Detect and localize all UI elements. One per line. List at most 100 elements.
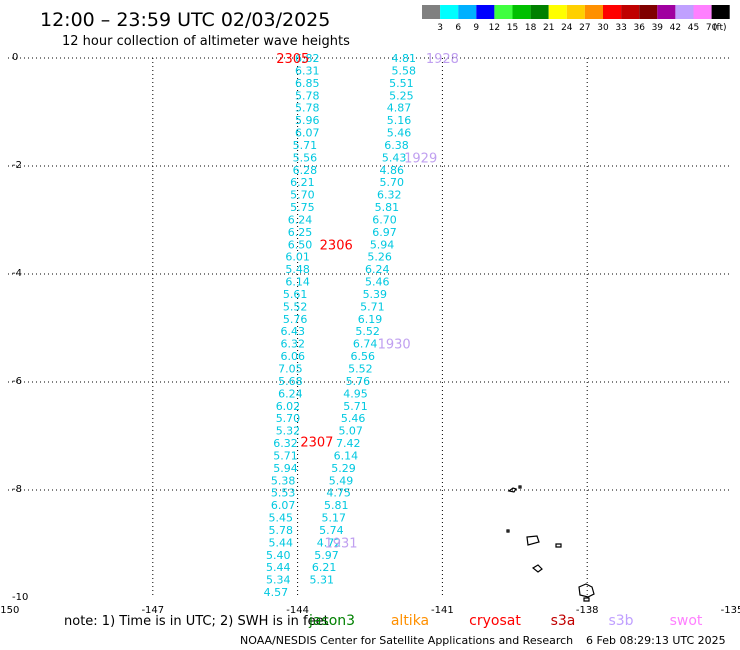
legend-label: 3 bbox=[437, 23, 443, 33]
legend-swatch bbox=[566, 5, 585, 19]
swh-value: 5.49 bbox=[329, 474, 354, 487]
swh-value: 4.86 bbox=[379, 164, 404, 177]
legend-swatch bbox=[639, 5, 658, 19]
swh-value: 6.70 bbox=[372, 213, 397, 226]
legend-label: 39 bbox=[652, 23, 664, 33]
legend-label: 36 bbox=[633, 23, 645, 33]
swh-value: 5.16 bbox=[387, 114, 412, 127]
swh-value: 6.97 bbox=[372, 226, 397, 239]
legend-swatch bbox=[548, 5, 567, 19]
swh-value: 5.76 bbox=[283, 313, 308, 326]
swh-value: 5.31 bbox=[309, 574, 334, 587]
swh-value: 5.78 bbox=[268, 524, 293, 537]
legend-label: 6 bbox=[455, 23, 461, 33]
swh-value: 5.61 bbox=[283, 288, 308, 301]
lon-tick-label: -135 bbox=[721, 605, 740, 616]
swh-value: 5.52 bbox=[283, 300, 308, 313]
swh-value: 5.58 bbox=[392, 64, 417, 77]
lat-tick-label: -6 bbox=[12, 376, 22, 387]
legend-label: 70 bbox=[706, 23, 718, 33]
legend-label: 27 bbox=[579, 23, 590, 33]
pass-time-labels: 2305 2306 2307 1928 1929 1930 1931 bbox=[276, 52, 459, 551]
footer-credit: NOAA/NESDIS Center for Satellite Applica… bbox=[240, 634, 573, 647]
swh-value: 6.06 bbox=[281, 350, 306, 363]
swh-value: 5.51 bbox=[389, 77, 414, 90]
swh-value: 5.71 bbox=[343, 400, 368, 413]
island-shape bbox=[531, 564, 543, 573]
swh-value: 5.52 bbox=[348, 363, 373, 376]
swh-value: 5.76 bbox=[346, 375, 371, 388]
note-text: note: 1) Time is in UTC; 2) SWH is in fe… bbox=[64, 614, 329, 629]
swh-value: 6.24 bbox=[365, 263, 390, 276]
legend-label: 9 bbox=[473, 23, 479, 33]
legend-swatch bbox=[440, 5, 459, 19]
swh-value: 5.32 bbox=[276, 425, 301, 438]
mission-label: jason3 bbox=[308, 613, 355, 629]
legend-unit: (ft) bbox=[713, 23, 727, 33]
swh-value: 5.96 bbox=[295, 114, 320, 127]
lon-tick-label: -144 bbox=[286, 605, 309, 616]
swh-value: 4.75 bbox=[326, 487, 351, 500]
legend-label: 21 bbox=[543, 23, 554, 33]
legend-label: 45 bbox=[688, 23, 699, 33]
pass-time-label: 1930 bbox=[378, 338, 411, 353]
altimeter-tracks: 6.826.316.855.785.785.966.075.715.566.28… bbox=[264, 52, 416, 599]
legend-swatch bbox=[657, 5, 676, 19]
swh-value: 4.81 bbox=[392, 52, 417, 65]
swh-value: 5.53 bbox=[271, 487, 296, 500]
map-grid bbox=[8, 57, 732, 598]
swh-value: 5.29 bbox=[331, 462, 356, 475]
lat-tick-label: -10 bbox=[12, 592, 28, 603]
island-shape bbox=[526, 535, 540, 546]
swh-value: 5.52 bbox=[355, 325, 380, 338]
swh-value: 4.72 bbox=[317, 536, 342, 549]
mission-label: swot bbox=[670, 613, 703, 629]
swh-value: 6.24 bbox=[288, 213, 313, 226]
pass-time-label: 2305 bbox=[276, 52, 309, 67]
island-shape bbox=[518, 485, 522, 489]
swh-value: 6.21 bbox=[290, 176, 315, 189]
swh-value: 6.85 bbox=[295, 77, 320, 90]
pass-time-label: 2306 bbox=[320, 238, 353, 253]
swh-value: 6.82 bbox=[295, 52, 320, 65]
swh-value: 4.87 bbox=[387, 102, 412, 115]
swh-value: 7.05 bbox=[278, 363, 303, 376]
lon-tick-label: -141 bbox=[431, 605, 454, 616]
swh-value: 6.01 bbox=[285, 251, 310, 264]
lat-tick-label: -8 bbox=[12, 484, 22, 495]
swh-value: 5.44 bbox=[268, 536, 293, 549]
island-shape bbox=[507, 487, 517, 493]
island-shape bbox=[555, 543, 562, 548]
swh-value: 5.46 bbox=[341, 412, 366, 425]
swh-value: 5.81 bbox=[324, 499, 349, 512]
mission-legend: jason3 altika cryosat s3a s3b swot bbox=[308, 613, 703, 629]
swh-value: 5.07 bbox=[338, 425, 363, 438]
swh-value: 6.21 bbox=[312, 561, 337, 574]
legend-swatch bbox=[675, 5, 694, 19]
swh-value: 5.48 bbox=[285, 263, 310, 276]
legend-label: 24 bbox=[561, 23, 573, 33]
pass-time-label: 1928 bbox=[426, 52, 459, 67]
swh-value: 5.75 bbox=[290, 201, 315, 214]
lat-tick-label: 0 bbox=[12, 52, 18, 63]
swh-value: 5.56 bbox=[293, 151, 318, 164]
swh-value: 5.38 bbox=[271, 474, 296, 487]
legend-swatch bbox=[476, 5, 495, 19]
map-subtitle: 12 hour collection of altimeter wave hei… bbox=[62, 34, 350, 49]
swh-value: 5.46 bbox=[387, 127, 412, 140]
swh-value: 5.94 bbox=[370, 238, 395, 251]
lon-tick-label: -150 bbox=[0, 605, 19, 616]
swh-value: 5.46 bbox=[365, 276, 390, 289]
swh-value: 6.74 bbox=[353, 338, 378, 351]
legend-swatch bbox=[603, 5, 622, 19]
mission-label: s3a bbox=[551, 613, 576, 629]
mission-label: s3b bbox=[608, 613, 633, 629]
swh-value: 5.74 bbox=[319, 524, 344, 537]
lon-tick-label: -147 bbox=[141, 605, 164, 616]
legend-swatch bbox=[711, 5, 730, 19]
lat-tick-label: -2 bbox=[12, 160, 22, 171]
swh-value: 5.44 bbox=[266, 561, 291, 574]
footer-timestamp: 6 Feb 08:29:13 UTC 2025 bbox=[586, 634, 726, 647]
legend-swatch bbox=[422, 5, 441, 19]
swh-value: 5.71 bbox=[293, 139, 318, 152]
